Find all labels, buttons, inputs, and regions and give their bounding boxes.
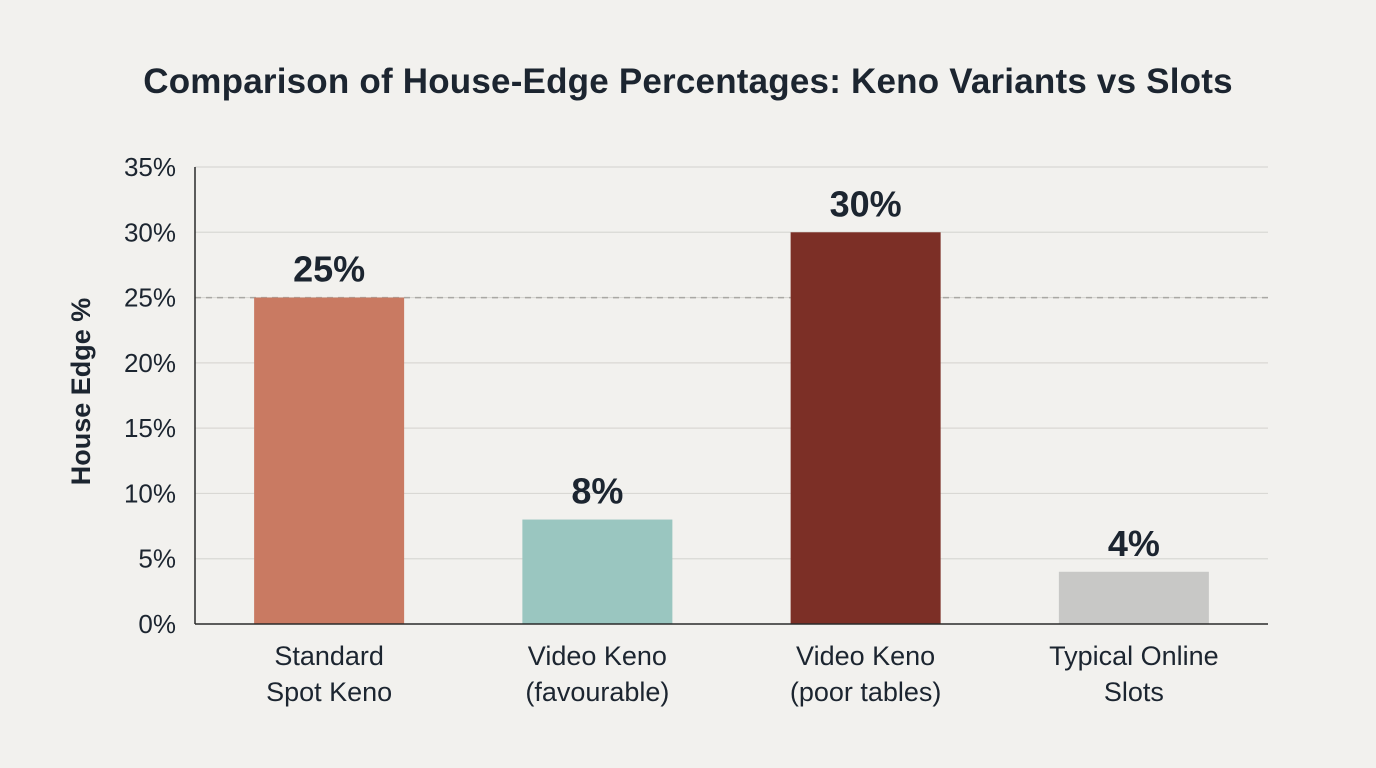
y-tick-label: 0% bbox=[138, 609, 176, 639]
x-category-label: Spot Keno bbox=[266, 677, 392, 707]
bar bbox=[522, 519, 673, 624]
data-label: 30% bbox=[830, 183, 902, 224]
x-category-label: Video Keno bbox=[796, 641, 935, 671]
chart-title: Comparison of House-Edge Percentages: Ke… bbox=[143, 62, 1233, 101]
data-label: 4% bbox=[1108, 523, 1160, 564]
bar bbox=[254, 297, 405, 624]
x-category-label: (poor tables) bbox=[790, 677, 942, 707]
y-tick-label: 35% bbox=[124, 152, 176, 182]
y-tick-label: 10% bbox=[124, 478, 176, 508]
y-axis-title: House Edge % bbox=[66, 298, 96, 486]
x-category-label: Standard bbox=[274, 641, 384, 671]
bar bbox=[1058, 571, 1209, 624]
y-tick-label: 5% bbox=[138, 544, 176, 574]
y-tick-label: 30% bbox=[124, 217, 176, 247]
x-category-label: Slots bbox=[1104, 677, 1164, 707]
y-tick-label: 15% bbox=[124, 413, 176, 443]
bar bbox=[790, 232, 941, 625]
x-category-label: Typical Online bbox=[1049, 641, 1219, 671]
x-category-label: (favourable) bbox=[525, 677, 669, 707]
y-tick-label: 25% bbox=[124, 283, 176, 313]
data-label: 25% bbox=[293, 249, 365, 290]
y-tick-label: 20% bbox=[124, 348, 176, 378]
x-category-label: Video Keno bbox=[528, 641, 667, 671]
data-label: 8% bbox=[571, 471, 623, 512]
